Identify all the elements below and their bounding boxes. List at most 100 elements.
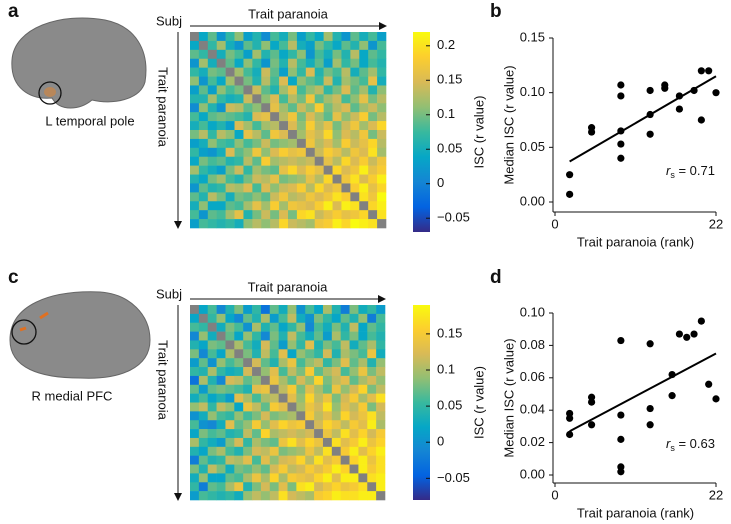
heatmap-cell bbox=[358, 393, 368, 403]
heatmap-cell bbox=[340, 322, 350, 332]
heatmap-cell bbox=[349, 437, 359, 448]
heatmap-cell bbox=[314, 94, 324, 104]
heatmap-cell bbox=[216, 367, 226, 377]
heatmap-cell bbox=[314, 411, 324, 421]
heatmap-cell bbox=[269, 358, 279, 368]
heatmap-cell bbox=[216, 201, 226, 211]
heatmap-cell bbox=[234, 375, 244, 386]
heatmap-cell bbox=[190, 375, 200, 386]
heatmap-cell bbox=[198, 201, 209, 211]
heatmap-cell bbox=[296, 305, 306, 315]
heatmap-cell bbox=[367, 473, 377, 483]
heatmap-cell bbox=[207, 67, 218, 77]
heatmap-cell bbox=[190, 491, 200, 501]
heatmap-cell bbox=[323, 32, 333, 42]
heatmap-cell bbox=[198, 482, 209, 492]
heatmap-cell bbox=[198, 437, 209, 448]
heatmap-cell bbox=[350, 219, 360, 229]
heatmap-cell bbox=[225, 156, 235, 166]
heatmap-cell bbox=[260, 429, 271, 439]
heatmap-cell bbox=[322, 349, 333, 359]
heatmap-cell bbox=[368, 201, 378, 211]
heatmap-cell bbox=[305, 165, 316, 175]
heatmap-cell bbox=[225, 147, 235, 158]
heatmap-cell bbox=[269, 340, 279, 350]
x-axis-label: Trait paranoia bbox=[248, 6, 328, 21]
panel-letter: a bbox=[8, 1, 19, 22]
heatmap-cell bbox=[305, 349, 315, 359]
heatmap-cell bbox=[305, 192, 316, 202]
heatmap-cell bbox=[260, 446, 271, 456]
heatmap-cell bbox=[359, 67, 369, 77]
heatmap-cell bbox=[207, 58, 218, 68]
heatmap-cell bbox=[349, 455, 359, 465]
heatmap-cell bbox=[350, 103, 360, 113]
heatmap-cell bbox=[314, 473, 324, 483]
heatmap-cell bbox=[305, 402, 315, 412]
heatmap-cell bbox=[323, 147, 333, 158]
heatmap-cell bbox=[207, 112, 218, 122]
heatmap-cell bbox=[296, 112, 307, 122]
heatmap-cell bbox=[279, 147, 289, 158]
heatmap-cell bbox=[341, 103, 351, 113]
heatmap-cell bbox=[216, 219, 226, 229]
heatmap-cell bbox=[261, 49, 271, 60]
heatmap-cell bbox=[296, 40, 307, 51]
heatmap-cell bbox=[198, 420, 209, 430]
scatter-point bbox=[587, 128, 596, 136]
heatmap-cell bbox=[377, 192, 387, 202]
heatmap-cell bbox=[288, 103, 298, 113]
heatmap-cell bbox=[234, 402, 244, 412]
heatmap-cell bbox=[358, 322, 368, 332]
heatmap-cell bbox=[305, 305, 315, 315]
heatmap-cell bbox=[340, 411, 350, 421]
heatmap-cell bbox=[252, 174, 262, 184]
heatmap-cell bbox=[198, 429, 209, 439]
heatmap-cell bbox=[216, 147, 226, 158]
heatmap-cell bbox=[358, 455, 368, 465]
heatmap-cell bbox=[216, 375, 226, 386]
heatmap-cell bbox=[341, 210, 351, 220]
heatmap-cell bbox=[279, 49, 289, 60]
heatmap-cell bbox=[341, 112, 351, 122]
heatmap-cell bbox=[225, 464, 235, 474]
heatmap-cell bbox=[349, 331, 359, 341]
heatmap-cell bbox=[269, 331, 279, 341]
heatmap-cell bbox=[207, 121, 218, 131]
heatmap-cell bbox=[279, 94, 289, 104]
heatmap-cell bbox=[216, 393, 226, 403]
heatmap-cell bbox=[376, 340, 386, 350]
heatmap-cell bbox=[279, 130, 289, 140]
heatmap-cell bbox=[322, 464, 333, 474]
heatmap-cell bbox=[367, 491, 377, 501]
heatmap-cell bbox=[198, 94, 209, 104]
heatmap-cell bbox=[305, 384, 315, 394]
heatmap-cell bbox=[305, 393, 315, 403]
heatmap-cell bbox=[198, 192, 209, 202]
heatmap-cell bbox=[288, 67, 298, 77]
heatmap-cell bbox=[296, 49, 307, 60]
heatmap-cell bbox=[243, 322, 253, 332]
heatmap-cell bbox=[234, 165, 244, 175]
heatmap-cell bbox=[287, 429, 297, 439]
heatmap-cell bbox=[207, 103, 218, 113]
heatmap-cell bbox=[332, 121, 342, 131]
heatmap-cell bbox=[296, 147, 307, 158]
heatmap-cell bbox=[287, 455, 297, 465]
heatmap-cell bbox=[252, 402, 262, 412]
heatmap-cell bbox=[288, 147, 298, 158]
heatmap-cell bbox=[279, 103, 289, 113]
heatmap-cell bbox=[314, 402, 324, 412]
annotation-symbol: r bbox=[666, 436, 671, 451]
heatmap-cell bbox=[234, 482, 244, 492]
heatmap-cell bbox=[252, 76, 262, 86]
heatmap-cell bbox=[368, 85, 378, 95]
heatmap-cell bbox=[359, 85, 369, 95]
heatmap-cell bbox=[190, 384, 200, 394]
heatmap-cell bbox=[243, 340, 253, 350]
heatmap-cell bbox=[377, 121, 387, 131]
heatmap-cell bbox=[269, 411, 279, 421]
heatmap-cell bbox=[207, 473, 217, 483]
heatmap-cell bbox=[216, 130, 226, 140]
heatmap-cell bbox=[376, 446, 386, 456]
